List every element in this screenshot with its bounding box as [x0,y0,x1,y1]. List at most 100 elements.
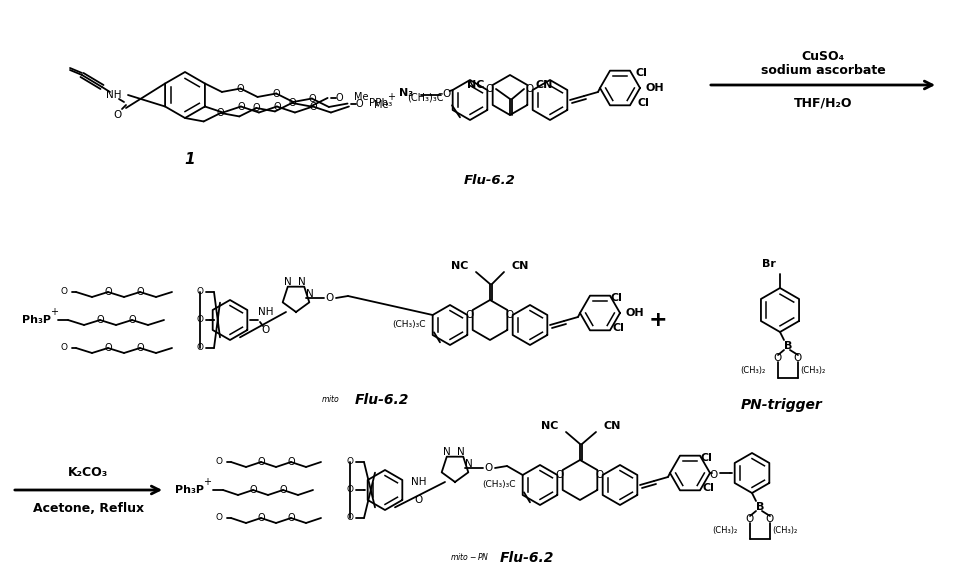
Text: CuSO₄: CuSO₄ [801,50,844,63]
Text: (CH₃)₂: (CH₃)₂ [712,526,737,536]
Text: O: O [236,101,244,111]
Text: Ph₃P: Ph₃P [175,485,204,495]
Text: O: O [215,458,222,466]
Text: NH: NH [106,90,122,100]
Text: K₂CO₃: K₂CO₃ [68,465,109,479]
Text: O: O [308,94,315,104]
Text: N: N [306,289,313,299]
Text: N₃: N₃ [398,88,412,98]
Text: sodium ascorbate: sodium ascorbate [760,64,884,77]
Text: O: O [252,103,259,113]
Text: O: O [113,110,122,120]
Text: O: O [765,514,774,524]
Text: O: O [356,98,363,108]
Text: Acetone, Reflux: Acetone, Reflux [33,502,144,515]
Text: OH: OH [646,83,664,93]
Text: O: O [709,470,717,480]
Text: $^{mito-PN}$: $^{mito-PN}$ [450,553,489,563]
Text: CN: CN [604,421,621,431]
Text: N: N [456,447,464,457]
Text: Br: Br [761,259,776,269]
Text: +: + [50,307,58,317]
Text: 1: 1 [185,152,195,168]
Text: O: O [346,513,353,523]
Text: NH: NH [410,477,427,487]
Text: O: O [745,514,753,524]
Text: O: O [196,288,204,297]
Text: O: O [61,343,67,353]
Text: N: N [464,459,473,469]
Text: O: O [96,315,104,325]
Text: O: O [346,485,353,495]
Text: O: O [793,353,801,363]
Text: O: O [346,458,353,466]
Text: N: N [298,277,306,287]
Text: NC: NC [466,80,483,90]
Text: Flu-6.2: Flu-6.2 [500,551,554,565]
Text: O: O [257,513,264,523]
Text: O: O [335,93,343,103]
Text: N: N [283,277,291,287]
Text: Cl: Cl [702,483,713,493]
Text: O: O [128,315,136,325]
Text: O: O [555,469,563,479]
Text: O: O [773,353,781,363]
Text: O: O [257,457,264,467]
Text: N: N [443,447,451,457]
Text: (CH₃)₃C: (CH₃)₃C [482,480,515,489]
Text: O: O [216,108,224,118]
Text: O: O [505,309,513,319]
Text: O: O [196,343,204,353]
Text: O: O [595,469,604,479]
Text: +: + [203,477,210,487]
Text: Ph₃P: Ph₃P [22,315,51,325]
Text: $^{mito}$: $^{mito}$ [320,395,339,405]
Text: (CH₃)₂: (CH₃)₂ [800,366,825,374]
Text: (CH₃)₂: (CH₃)₂ [740,366,765,374]
Text: Me: Me [354,92,368,102]
Text: O: O [196,315,204,325]
Text: Cl: Cl [611,323,624,333]
Text: O: O [104,343,111,353]
Text: O: O [215,513,222,523]
Text: O: O [442,89,451,99]
Text: O: O [61,288,67,297]
Text: CN: CN [535,80,553,90]
Text: O: O [136,287,143,297]
Text: O: O [414,495,423,505]
Text: O: O [236,84,244,94]
Text: NH: NH [258,307,274,317]
Text: O: O [326,293,333,303]
Text: (CH₃)₃C: (CH₃)₃C [407,93,444,103]
Text: O: O [287,513,294,523]
Text: O: O [485,84,494,94]
Text: (CH₃)₃C: (CH₃)₃C [392,320,426,329]
Text: PN-trigger: PN-trigger [740,398,822,412]
Text: +: + [648,310,667,330]
Text: O: O [272,88,280,98]
Text: OH: OH [626,308,644,318]
Text: Me: Me [373,100,387,110]
Text: NC: NC [450,261,467,271]
Text: CN: CN [511,261,529,271]
Text: O: O [104,287,111,297]
Text: PPh₃: PPh₃ [368,98,392,108]
Text: NC: NC [540,421,557,431]
Text: O: O [273,101,281,111]
Text: THF/H₂O: THF/H₂O [793,97,851,110]
Text: O: O [136,343,143,353]
Text: Flu-6.2: Flu-6.2 [355,393,409,407]
Text: O: O [484,463,493,473]
Text: O: O [279,485,286,495]
Text: O: O [288,98,295,108]
Text: B: B [755,502,763,512]
Text: Cl: Cl [635,67,647,78]
Text: B: B [783,341,791,351]
Text: O: O [308,101,316,111]
Text: Cl: Cl [700,452,711,463]
Text: O: O [249,485,257,495]
Text: O: O [261,325,270,335]
Text: Cl: Cl [637,98,650,108]
Text: O: O [465,309,474,319]
Text: +: + [386,91,395,101]
